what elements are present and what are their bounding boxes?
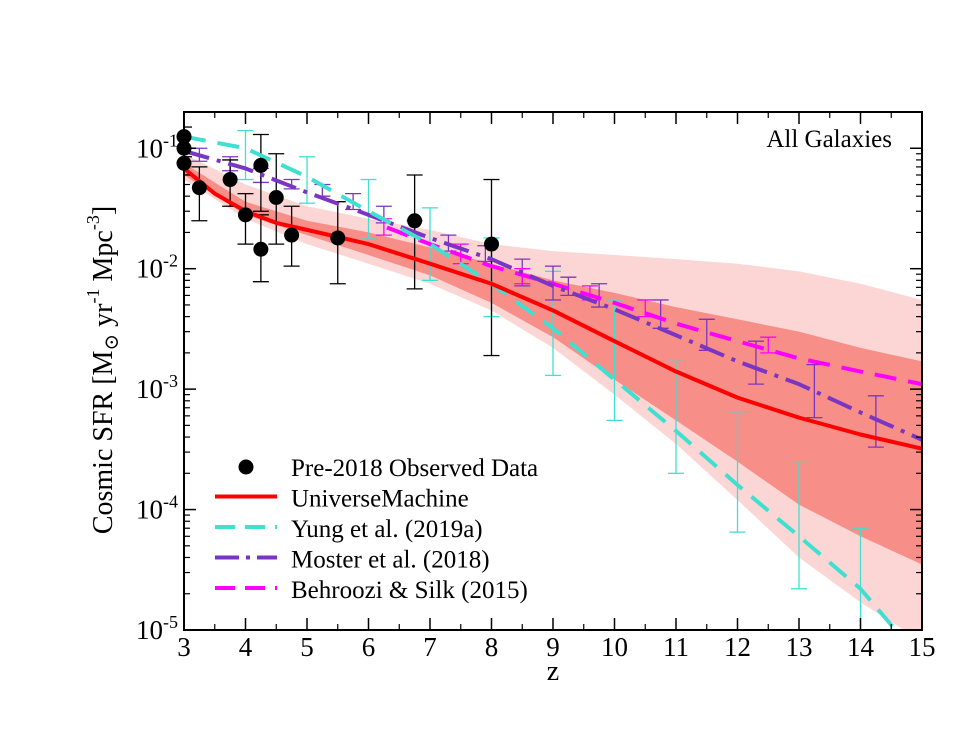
- legend-label-0: Pre-2018 Observed Data: [291, 455, 538, 482]
- y-tick-base: 10: [136, 615, 163, 645]
- universemachine-line: [184, 166, 922, 451]
- y-axis-title-mpc: Mpc: [88, 230, 119, 288]
- y-tick-exponent: -1: [163, 130, 178, 150]
- yung-line: [184, 134, 899, 630]
- x-tick-label-5: 5: [300, 632, 314, 662]
- x-tick-label-11: 11: [663, 632, 689, 662]
- x-tick-label-9: 9: [546, 632, 560, 662]
- y-tick-label--2: 10-2: [136, 251, 178, 284]
- x-tick-label-4: 4: [239, 632, 253, 662]
- x-tick-label-12: 12: [724, 632, 751, 662]
- x-axis-title: z: [547, 656, 559, 687]
- legend-label-1: UniverseMachine: [291, 486, 469, 513]
- observed-point-3: [191, 180, 207, 196]
- y-axis-title-exp3: -3: [83, 215, 103, 230]
- x-tick-label-13: 13: [786, 632, 813, 662]
- x-tick-label-14: 14: [847, 632, 875, 662]
- annotation-all-galaxies: All Galaxies: [766, 126, 892, 153]
- observed-point-10: [330, 230, 346, 246]
- x-tick-label-7: 7: [423, 632, 437, 662]
- y-axis-title-close: ]: [88, 206, 119, 215]
- y-tick-base: 10: [136, 495, 163, 525]
- x-tick-label-10: 10: [601, 632, 628, 662]
- y-tick-base: 10: [136, 133, 163, 163]
- y-tick-label--4: 10-4: [136, 492, 178, 525]
- legend-label-2: Yung et al. (2019a): [291, 516, 483, 543]
- y-tick-exponent: -4: [163, 492, 178, 512]
- axis-ticks: [183, 111, 923, 631]
- y-axis-title-exp1: -1: [83, 288, 103, 303]
- x-tick-label-3: 3: [177, 632, 191, 662]
- observed-point-12: [484, 236, 499, 252]
- y-axis-title-sun: ⊙: [101, 334, 123, 351]
- y-axis-title-yr: yr: [88, 303, 119, 334]
- y-tick-base: 10: [136, 254, 163, 284]
- y-tick-base: 10: [136, 374, 163, 404]
- observed-point-8: [268, 190, 284, 206]
- legend: Pre-2018 Observed Data UniverseMachine Yun…: [215, 455, 538, 604]
- observed-point-4: [222, 172, 238, 188]
- model-lines: [184, 134, 922, 630]
- band-inner: [184, 163, 922, 565]
- y-tick-label--1: 10-1: [136, 130, 178, 163]
- y-tick-labels: 10-510-410-310-210-1: [136, 130, 178, 645]
- legend-label-3: Moster et al. (2018): [291, 547, 490, 574]
- observed-point-6: [253, 157, 269, 173]
- y-axis-title: Cosmic SFR [M⊙ yr-1 Mpc-3]: [83, 206, 123, 534]
- y-tick-label--3: 10-3: [136, 371, 178, 404]
- band-outer: [184, 153, 922, 630]
- y-tick-exponent: -3: [163, 371, 178, 391]
- legend-label-4: Behroozi & Silk (2015): [291, 577, 528, 604]
- x-tick-label-6: 6: [362, 632, 376, 662]
- y-tick-label--5: 10-5: [136, 612, 178, 645]
- observed-point-11: [407, 213, 423, 229]
- behroozi-line: [386, 225, 922, 387]
- x-tick-labels: 3 4 5 6 7 8 9 10 11 12 13 14 15: [177, 632, 935, 662]
- moster-line: [184, 149, 922, 442]
- observed-point-7: [253, 241, 269, 257]
- y-tick-exponent: -5: [163, 612, 178, 632]
- observed-point-9: [284, 227, 300, 243]
- y-tick-exponent: -2: [163, 251, 178, 271]
- uncertainty-bands: [184, 153, 922, 630]
- x-tick-label-15: 15: [909, 632, 936, 662]
- x-tick-label-8: 8: [485, 632, 499, 662]
- y-axis-title-main: Cosmic SFR [M: [88, 350, 119, 534]
- observed-point-5: [238, 207, 253, 223]
- legend-symbol-observed: [238, 459, 254, 475]
